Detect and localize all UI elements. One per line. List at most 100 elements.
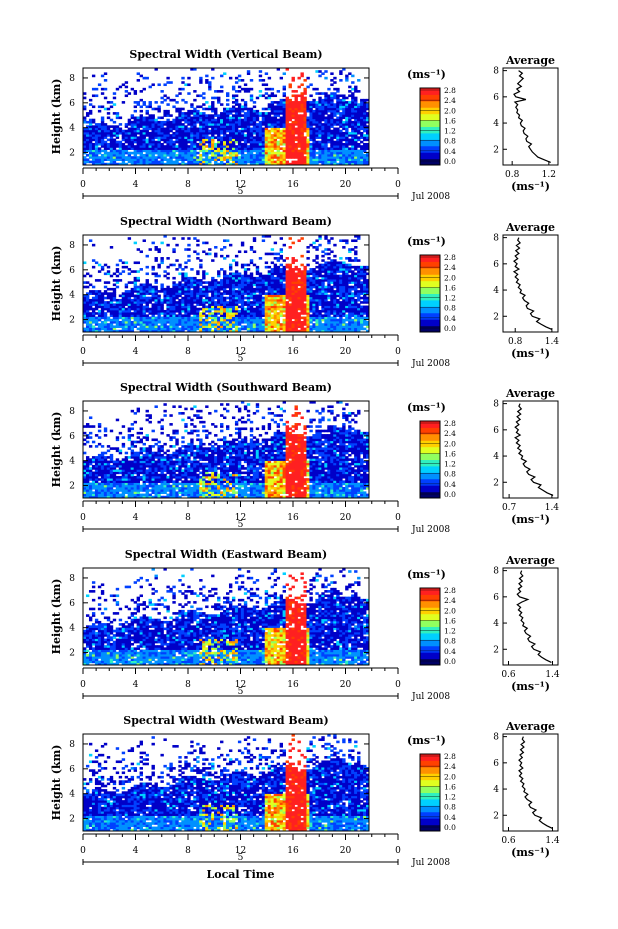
heatmap-cell: [181, 127, 185, 131]
heatmap-cell: [160, 90, 164, 93]
heatmap-cell: [273, 320, 278, 324]
heatmap-cell: [211, 305, 215, 309]
heatmap-cell: [351, 160, 355, 164]
heatmap-cell: [88, 127, 93, 131]
heatmap-cell: [285, 142, 289, 146]
heatmap-cell: [91, 136, 96, 139]
heatmap-cell: [217, 290, 221, 293]
heatmap-cell: [133, 136, 138, 139]
heatmap-cell: [139, 250, 143, 254]
heatmap-cell: [339, 329, 343, 332]
heatmap-cell: [270, 272, 275, 276]
heatmap-cell: [231, 281, 236, 284]
heatmap-cell: [327, 320, 331, 324]
heatmap-cell: [273, 140, 278, 144]
heatmap-cell: [270, 296, 275, 300]
heatmap-cell: [360, 131, 364, 135]
heatmap-cell: [91, 285, 96, 289]
heatmap-cell: [276, 294, 281, 298]
heatmap-cell: [276, 276, 281, 280]
heatmap-cell: [88, 325, 93, 328]
heatmap-cell: [336, 270, 340, 273]
heatmap-cell: [196, 162, 200, 165]
heatmap-cell: [297, 127, 301, 131]
heatmap-cell: [366, 112, 369, 115]
heatmap-cell: [279, 305, 284, 309]
heatmap-cell: [339, 72, 343, 76]
heatmap-cell: [333, 103, 337, 106]
heatmap-cell: [306, 138, 310, 142]
heatmap-cell: [264, 283, 269, 287]
heatmap-cell: [348, 325, 352, 328]
heatmap-cell: [312, 294, 316, 298]
heatmap-cell: [103, 325, 108, 328]
heatmap-cell: [285, 316, 289, 320]
heatmap-cell: [273, 123, 278, 126]
heatmap-cell: [127, 292, 132, 295]
heatmap-cell: [118, 309, 123, 313]
heatmap-cell: [124, 320, 129, 324]
heatmap-cell: [330, 145, 334, 148]
heatmap-cell: [109, 318, 114, 322]
heatmap-cell: [288, 114, 292, 117]
heatmap-cell: [124, 261, 129, 265]
heatmap-cell: [261, 305, 266, 309]
heatmap-cell: [279, 160, 284, 164]
heatmap-cell: [261, 279, 266, 282]
heatmap-cell: [223, 153, 227, 157]
heatmap-cell: [243, 114, 248, 117]
heatmap-cell: [157, 140, 161, 144]
heatmap-cell: [175, 149, 179, 153]
heatmap-cell: [178, 147, 182, 150]
heatmap-cell: [279, 105, 284, 109]
heatmap-cell: [348, 156, 352, 159]
heatmap-cell: [202, 272, 206, 276]
heatmap-cell: [118, 301, 123, 304]
heatmap-cell: [342, 323, 346, 326]
heatmap-cell: [193, 318, 197, 322]
heatmap-cell: [178, 305, 182, 309]
heatmap-cell: [175, 323, 179, 326]
heatmap-cell: [127, 327, 132, 331]
heatmap-cell: [112, 112, 117, 115]
heatmap-cell: [175, 307, 179, 311]
heatmap-cell: [270, 294, 275, 298]
heatmap-cell: [345, 129, 349, 133]
heatmap-cell: [151, 309, 155, 313]
heatmap-cell: [363, 98, 367, 102]
heatmap-cell: [88, 303, 93, 306]
heatmap-cell: [187, 285, 191, 289]
heatmap-cell: [88, 129, 93, 133]
heatmap-cell: [273, 329, 278, 332]
heatmap-cell: [160, 129, 164, 133]
heatmap-cell: [300, 83, 304, 87]
heatmap-cell: [315, 325, 319, 328]
heatmap-cell: [130, 303, 135, 306]
heatmap-cell: [318, 103, 322, 106]
heatmap-cell: [106, 318, 111, 322]
heatmap-cell: [264, 96, 269, 100]
heatmap-cell: [148, 118, 152, 122]
heatmap-cell: [154, 259, 158, 262]
heatmap-cell: [160, 305, 164, 309]
heatmap-cell: [184, 305, 188, 309]
heatmap-cell: [145, 285, 149, 289]
heatmap-cell: [291, 153, 295, 157]
heatmap-cell: [83, 329, 87, 332]
heatmap-cell: [178, 272, 182, 276]
heatmap-cell: [208, 309, 212, 313]
heatmap-cell: [360, 136, 364, 139]
heatmap-cell: [309, 156, 313, 159]
heatmap-cell: [303, 140, 307, 144]
heatmap-cell: [282, 136, 286, 139]
heatmap-cell: [169, 325, 173, 328]
heatmap-cell: [199, 160, 203, 164]
colorbar-swatch: [420, 120, 440, 127]
heatmap-cell: [279, 276, 284, 280]
heatmap-cell: [190, 158, 194, 161]
heatmap-cell: [148, 156, 152, 159]
heatmap-cell: [285, 309, 289, 313]
heatmap-cell: [324, 323, 328, 326]
heatmap-cell: [106, 296, 111, 300]
heatmap-cell: [300, 147, 304, 150]
